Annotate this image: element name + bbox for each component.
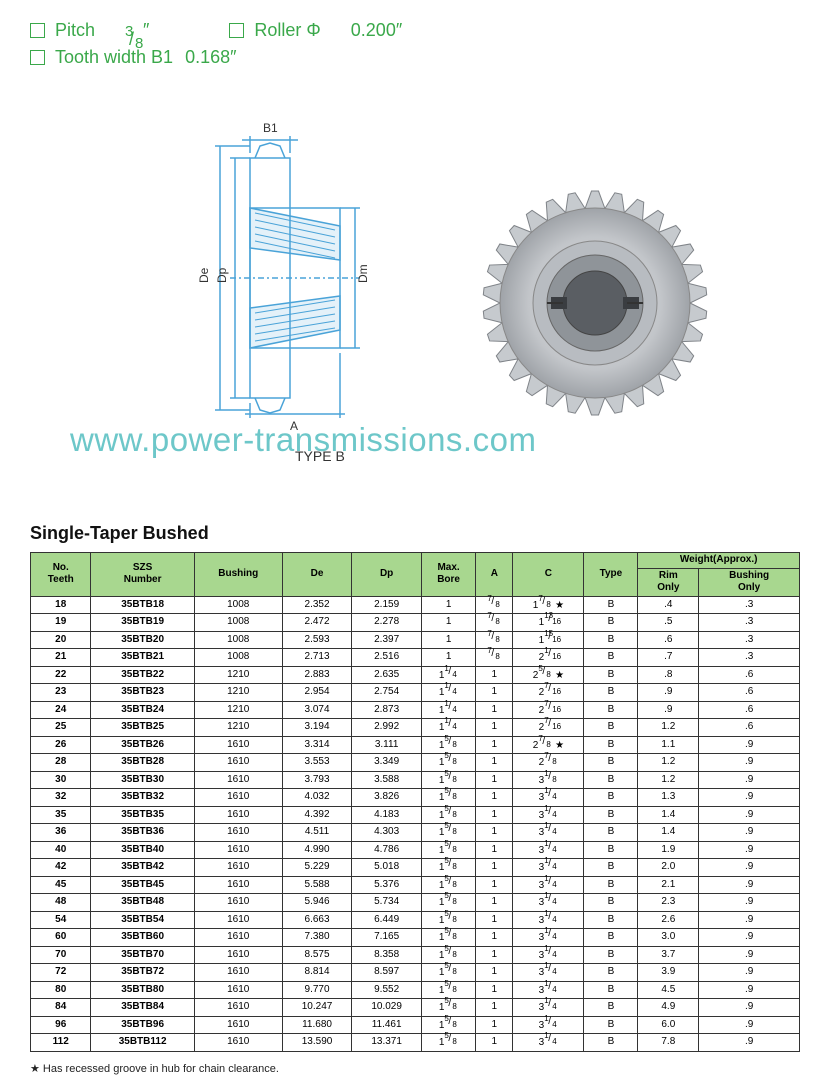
table-row: 7235BTB7216108.8148.59715/8131/4B3.9.9 (31, 964, 800, 982)
svg-text:Dp: Dp (215, 267, 229, 283)
svg-text:B1: B1 (263, 121, 278, 135)
sprocket-table: No.Teeth SZSNumber Bushing De Dp Max.Bor… (30, 552, 800, 1052)
col-a: A (476, 553, 513, 597)
table-header: No.Teeth SZSNumber Bushing De Dp Max.Bor… (31, 553, 800, 597)
col-type: Type (584, 553, 638, 597)
col-c: C (513, 553, 584, 597)
checkbox-icon (229, 23, 244, 38)
table-row: 2335BTB2312102.9542.75411/4127/16B.9.6 (31, 684, 800, 702)
spec-pitch-value: 3/8″ (125, 20, 149, 41)
table-row: 2435BTB2412103.0742.87311/4127/16B.9.6 (31, 701, 800, 719)
table-row: 2235BTB2212102.8832.63511/4125/8 ★B.8.6 (31, 666, 800, 684)
table-row: 1835BTB1810082.3522.15917/817/8 ★B.4.3 (31, 596, 800, 614)
table-row: 4535BTB4516105.5885.37615/8131/4B2.1.9 (31, 876, 800, 894)
checkbox-icon (30, 50, 45, 65)
table-row: 3635BTB3616104.5114.30315/8131/4B1.4.9 (31, 824, 800, 842)
spec-pitch-label: Pitch (55, 20, 95, 41)
footnote: ★ Has recessed groove in hub for chain c… (30, 1062, 800, 1075)
spec-pitch: Pitch 3/8″ (30, 20, 149, 41)
specs-row-1: Pitch 3/8″ Roller Φ 0.200″ (30, 20, 800, 41)
col-weight: Weight(Approx.) (638, 553, 800, 569)
specs-row-2: Tooth width B1 0.168″ (30, 47, 800, 68)
table-row: 2535BTB2512103.1942.99211/4127/16B1.2.6 (31, 719, 800, 737)
sprocket-image (470, 178, 720, 428)
table-row: 6035BTB6016107.3807.16515/8131/4B3.0.9 (31, 929, 800, 947)
technical-drawing: B1 De Dp Dm A (160, 118, 390, 438)
section-title: Single-Taper Bushed (30, 523, 800, 544)
table-row: 8035BTB8016109.7709.55215/8131/4B4.5.9 (31, 981, 800, 999)
table-row: 2635BTB2616103.3143.11115/8127/8 ★B1.1.9 (31, 736, 800, 754)
spec-roller: Roller Φ 0.200″ (229, 20, 402, 41)
col-teeth: No.Teeth (31, 553, 91, 597)
col-dp: Dp (352, 553, 422, 597)
table-row: 8435BTB84161010.24710.02915/8131/4B4.9.9 (31, 999, 800, 1017)
table-body: 1835BTB1810082.3522.15917/817/8 ★B.4.319… (31, 596, 800, 1051)
table-row: 2835BTB2816103.5533.34915/8127/8B1.2.9 (31, 754, 800, 772)
spec-tooth-label: Tooth width B1 (55, 47, 173, 68)
table-row: 4835BTB4816105.9465.73415/8131/4B2.3.9 (31, 894, 800, 912)
table-row: 1935BTB1910082.4722.27817/8113/16B.5.3 (31, 614, 800, 632)
col-szs: SZSNumber (91, 553, 194, 597)
svg-text:De: De (197, 267, 211, 283)
col-bushing: Bushing (194, 553, 282, 597)
table-row: 7035BTB7016108.5758.35815/8131/4B3.7.9 (31, 946, 800, 964)
table-row: 3235BTB3216104.0323.82615/8131/4B1.3.9 (31, 789, 800, 807)
checkbox-icon (30, 23, 45, 38)
table-row: 2135BTB2110082.7132.51617/821/16B.7.3 (31, 649, 800, 667)
col-bushing-only: BushingOnly (699, 568, 800, 596)
table-row: 4235BTB4216105.2295.01815/8131/4B2.0.9 (31, 859, 800, 877)
table-row: 3535BTB3516104.3924.18315/8131/4B1.4.9 (31, 806, 800, 824)
spec-roller-label: Roller Φ (254, 20, 320, 41)
svg-text:Dm: Dm (356, 264, 370, 283)
col-de: De (282, 553, 352, 597)
spec-tooth-value: 0.168″ (185, 47, 236, 68)
diagram-area: B1 De Dp Dm A www.power-transmissions.co… (30, 108, 800, 478)
table-row: 4035BTB4016104.9904.78615/8131/4B1.9.9 (31, 841, 800, 859)
table-row: 5435BTB5416106.6636.44915/8131/4B2.6.9 (31, 911, 800, 929)
col-maxbore: Max.Bore (421, 553, 475, 597)
col-rim-only: RimOnly (638, 568, 699, 596)
spec-roller-value: 0.200″ (351, 20, 402, 41)
type-b-label: TYPE B (295, 448, 345, 464)
table-row: 2035BTB2010082.5932.39717/8115/16B.6.3 (31, 631, 800, 649)
table-row: 11235BTB112161013.59013.37115/8131/4B7.8… (31, 1034, 800, 1052)
table-row: 9635BTB96161011.68011.46115/8131/4B6.0.9 (31, 1016, 800, 1034)
table-row: 3035BTB3016103.7933.58815/8131/8B1.2.9 (31, 771, 800, 789)
